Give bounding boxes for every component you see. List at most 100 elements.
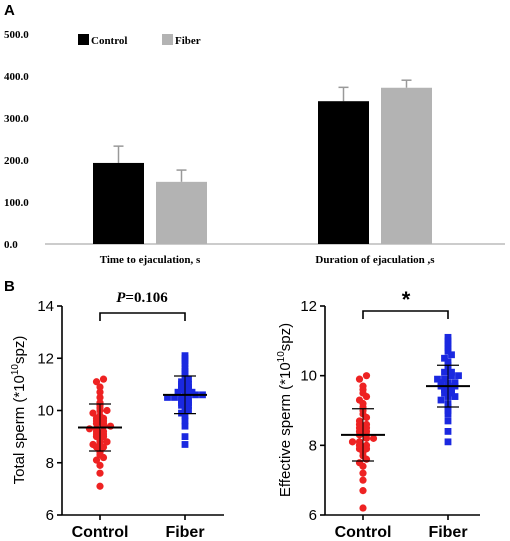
data-point-control: [96, 461, 104, 469]
y-tick-label: 6: [46, 507, 54, 524]
data-point-fiber: [181, 441, 189, 448]
y-axis-label: Effective sperm (*1010spz): [276, 323, 294, 497]
x-tick-label: Control: [72, 524, 129, 541]
data-point-control: [92, 456, 101, 464]
y-tick-label: 200.0: [4, 155, 29, 167]
y-tick-label: 12: [300, 298, 317, 315]
y-tick-label: 12: [37, 350, 54, 367]
data-point-control: [359, 504, 367, 512]
data-point-fiber: [185, 380, 192, 388]
data-point-control: [103, 406, 111, 415]
data-point-fiber: [437, 379, 445, 387]
data-point-fiber: [448, 351, 455, 359]
y-tick-label: 8: [46, 455, 54, 472]
data-point-control: [369, 434, 378, 442]
data-point-fiber: [178, 394, 185, 401]
data-point-control: [359, 382, 367, 390]
legend-swatch-fiber: [162, 34, 173, 45]
data-point-fiber: [171, 394, 178, 401]
y-tick-label: 400.0: [4, 71, 29, 83]
data-point-fiber: [444, 347, 452, 355]
data-point-control: [362, 372, 371, 380]
data-point-fiber: [181, 352, 189, 360]
data-point-control: [359, 469, 367, 477]
y-tick-label: 10: [37, 403, 54, 420]
data-point-control: [85, 425, 94, 433]
data-point-fiber: [164, 394, 171, 401]
panel-label-a: A: [4, 2, 15, 19]
data-point-fiber: [434, 375, 441, 383]
data-point-control: [99, 427, 108, 435]
data-point-control: [92, 378, 101, 386]
data-point-fiber: [451, 393, 459, 400]
data-point-fiber: [444, 358, 452, 366]
data-point-fiber: [441, 375, 448, 383]
data-point-fiber: [188, 388, 196, 396]
data-point-fiber: [444, 344, 452, 352]
data-point-fiber: [185, 375, 192, 383]
p-value-annotation: P=0.106: [116, 290, 168, 306]
data-point-control: [106, 422, 115, 430]
data-point-fiber: [174, 388, 182, 396]
data-point-fiber: [181, 417, 189, 425]
data-point-fiber: [437, 396, 445, 404]
data-point-fiber: [444, 407, 452, 414]
data-point-fiber: [448, 368, 455, 376]
data-point-fiber: [448, 389, 455, 397]
bar-control-2: [318, 101, 369, 244]
data-point-control: [355, 375, 364, 383]
data-point-control: [355, 438, 364, 446]
x-tick-label: Control: [335, 524, 392, 541]
legend-label-control: Control: [91, 35, 127, 47]
data-point-control: [362, 420, 371, 429]
data-point-control: [89, 440, 97, 449]
bar-control-1: [93, 162, 144, 244]
y-tick-label: 6: [309, 507, 317, 524]
data-point-fiber: [181, 422, 189, 430]
legend-swatch-control: [78, 34, 89, 45]
bars: [93, 79, 432, 244]
data-point-control: [355, 396, 364, 404]
y-tick-label: 500.0: [4, 29, 29, 41]
y-tick-label: 100.0: [4, 197, 29, 209]
data-point-control: [89, 409, 97, 417]
data-point-control: [103, 438, 111, 446]
data-point-fiber: [444, 438, 452, 446]
data-point-fiber: [451, 379, 459, 387]
data-point-control: [362, 441, 371, 449]
y-tick-label: 8: [309, 437, 317, 454]
significance-bracket: [99, 312, 186, 321]
axes: 6 8 10 12 Control Fiber: [300, 298, 480, 541]
data-points: [348, 333, 462, 512]
scatter-panel-effective-sperm: 6 8 10 12 Control Fiber Effective sperm (*101…: [276, 287, 480, 541]
data-point-fiber: [448, 386, 455, 393]
y-tick-label: 0.0: [4, 239, 18, 251]
bar-chart-panel-a: 0.0 100.0 200.0 300.0 400.0 500.0 Time to eja…: [4, 29, 505, 266]
data-point-control: [355, 417, 364, 425]
data-point-control: [359, 487, 367, 495]
data-point-control: [96, 469, 104, 477]
data-point-fiber: [181, 433, 189, 441]
data-point-fiber: [181, 365, 189, 373]
y-tick-labels: 0.0 100.0 200.0 300.0 400.0 500.0: [4, 29, 29, 251]
y-axis-label: Total sperm (*1010spz): [10, 336, 28, 485]
mean-sd-lines: [341, 364, 470, 462]
x-tick-label: Fiber: [428, 524, 467, 541]
legend: Control Fiber: [78, 34, 201, 47]
data-point-control: [348, 438, 357, 446]
y-tick-label: 300.0: [4, 113, 29, 125]
data-points: [85, 352, 206, 490]
y-tick-label: 10: [300, 368, 317, 385]
panel-label-b: B: [4, 278, 15, 295]
bar-fiber-1: [156, 181, 207, 244]
data-point-fiber: [444, 410, 452, 418]
data-point-fiber: [448, 372, 455, 380]
data-point-fiber: [181, 412, 189, 420]
data-point-fiber: [444, 337, 452, 345]
x-tick-label: Fiber: [165, 524, 204, 541]
significance-bracket: [362, 310, 449, 319]
data-point-fiber: [441, 389, 448, 397]
data-point-fiber: [185, 407, 192, 414]
data-point-fiber: [441, 368, 448, 376]
